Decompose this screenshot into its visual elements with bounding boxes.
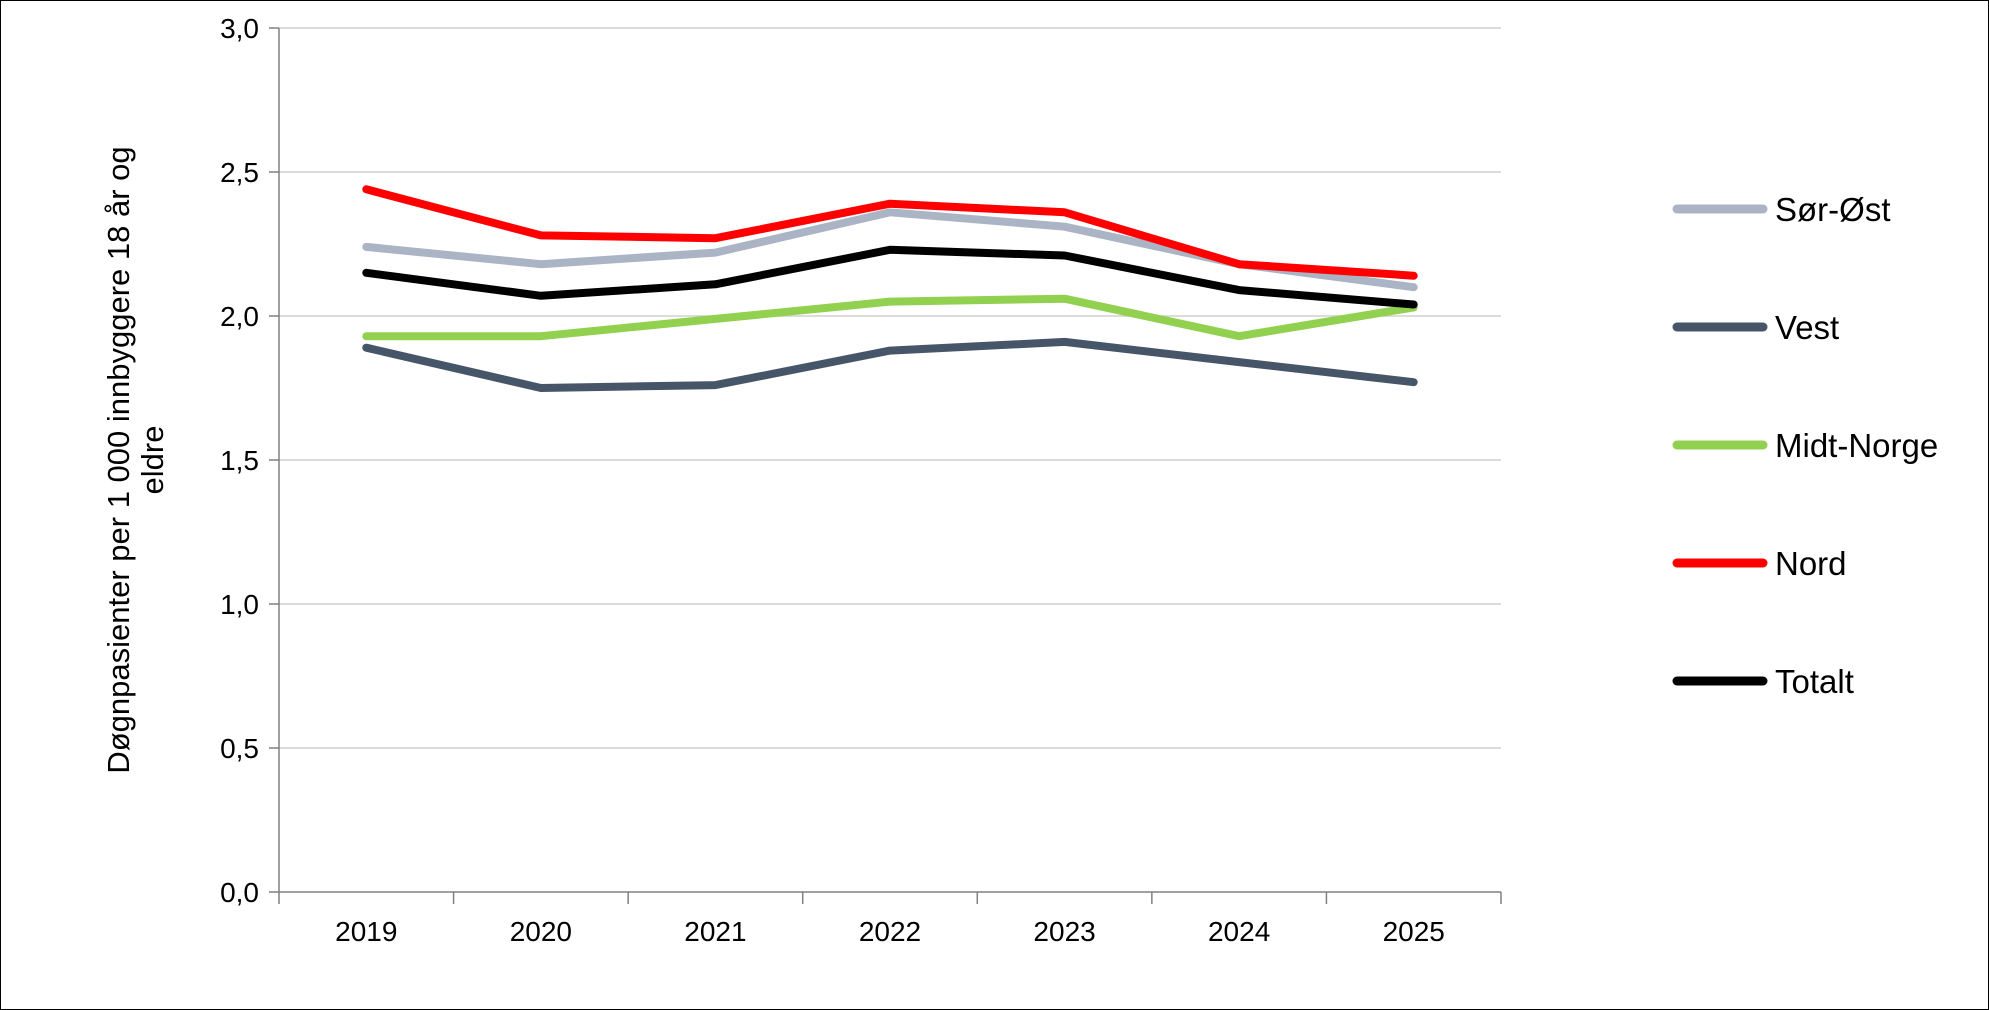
y-tick-label: 3,0 [220,13,259,44]
gridlines [279,27,1501,749]
series-line-nord [362,185,1418,280]
x-tick-label: 2019 [335,916,397,947]
x-tick-label: 2025 [1383,916,1445,947]
y-axis-title: eldre [135,426,170,495]
legend-label: Midt-Norge [1775,427,1938,464]
legend: Sør-Øst Vest Midt-Norge Nord Totalt [1672,191,1938,700]
y-axis-title: Døgnpasienter per 1 000 innbyggere 18 år… [101,146,136,773]
y-tick-label: 1,0 [220,589,259,620]
axes: 0,0 0,5 1,0 1,5 2,0 2,5 3,0 2019 2020 2021 2022 202… [101,13,1502,947]
x-tick-label: 2024 [1208,916,1270,947]
y-tick-label: 1,5 [220,445,259,476]
legend-label: Vest [1775,309,1839,346]
x-tick-label: 2021 [684,916,746,947]
y-tick-label: 0,0 [220,877,259,908]
legend-label: Sør-Øst [1775,191,1890,228]
series-line-totalt [362,245,1418,309]
y-tick-label: 0,5 [220,733,259,764]
x-tick-label: 2023 [1033,916,1095,947]
legend-label: Nord [1775,545,1847,582]
x-tick-label: 2020 [510,916,572,947]
series-lines [362,185,1418,392]
legend-label: Totalt [1775,663,1854,700]
y-tick-label: 2,0 [220,301,259,332]
series-line-midt-norge [362,294,1418,341]
series-line-vest [362,337,1418,392]
y-tick-label: 2,5 [220,157,259,188]
x-tick-label: 2022 [859,916,921,947]
